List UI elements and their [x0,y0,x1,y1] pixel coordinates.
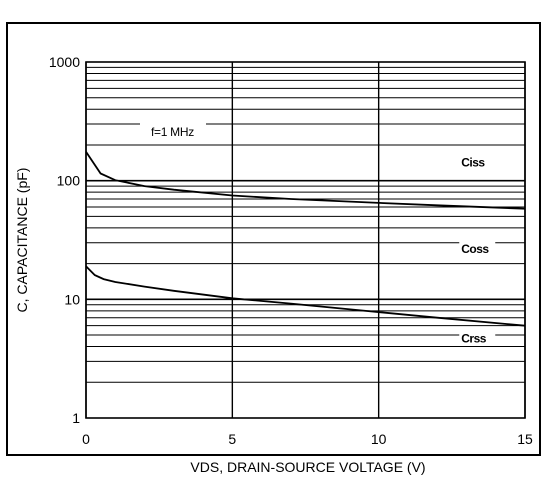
x-tick-label: 10 [371,431,387,447]
grid [85,62,526,418]
y-tick-label: 100 [57,173,81,189]
plot-area-border [85,61,526,419]
series-label-ciss: Ciss [461,155,485,169]
x-tick-label: 15 [517,431,533,447]
x-tick-label: 0 [82,431,90,447]
series-label-coss: Coss [461,242,489,256]
frequency-annotation: f=1 MHz [140,123,206,142]
y-tick-label: 1000 [49,54,80,70]
series-line-ciss [85,151,526,210]
frequency-annotation-box [140,123,206,142]
y-tick-label: 10 [64,291,80,307]
series-labels: Ciss Coss Crss [459,154,496,345]
frequency-annotation-text: f=1 MHz [151,125,194,139]
series-line-crss [85,265,526,327]
x-tick-label: 5 [228,431,236,447]
x-tick-labels: 0 5 10 15 [82,431,533,447]
plot-border [85,61,526,419]
series-lines [85,151,526,327]
y-axis-title: C, CAPACITANCE (pF) [14,168,30,313]
series-label-crss: Crss [461,331,487,345]
chart-frame [6,22,541,456]
series-label-bg-coss [459,241,496,256]
y-tick-labels: 1 10 100 1000 [49,54,80,426]
series-label-bg-crss [459,330,496,345]
x-axis-title: VDS, DRAIN-SOURCE VOLTAGE (V) [190,459,425,475]
y-tick-label: 1 [72,410,80,426]
series-label-bg-ciss [459,154,496,169]
